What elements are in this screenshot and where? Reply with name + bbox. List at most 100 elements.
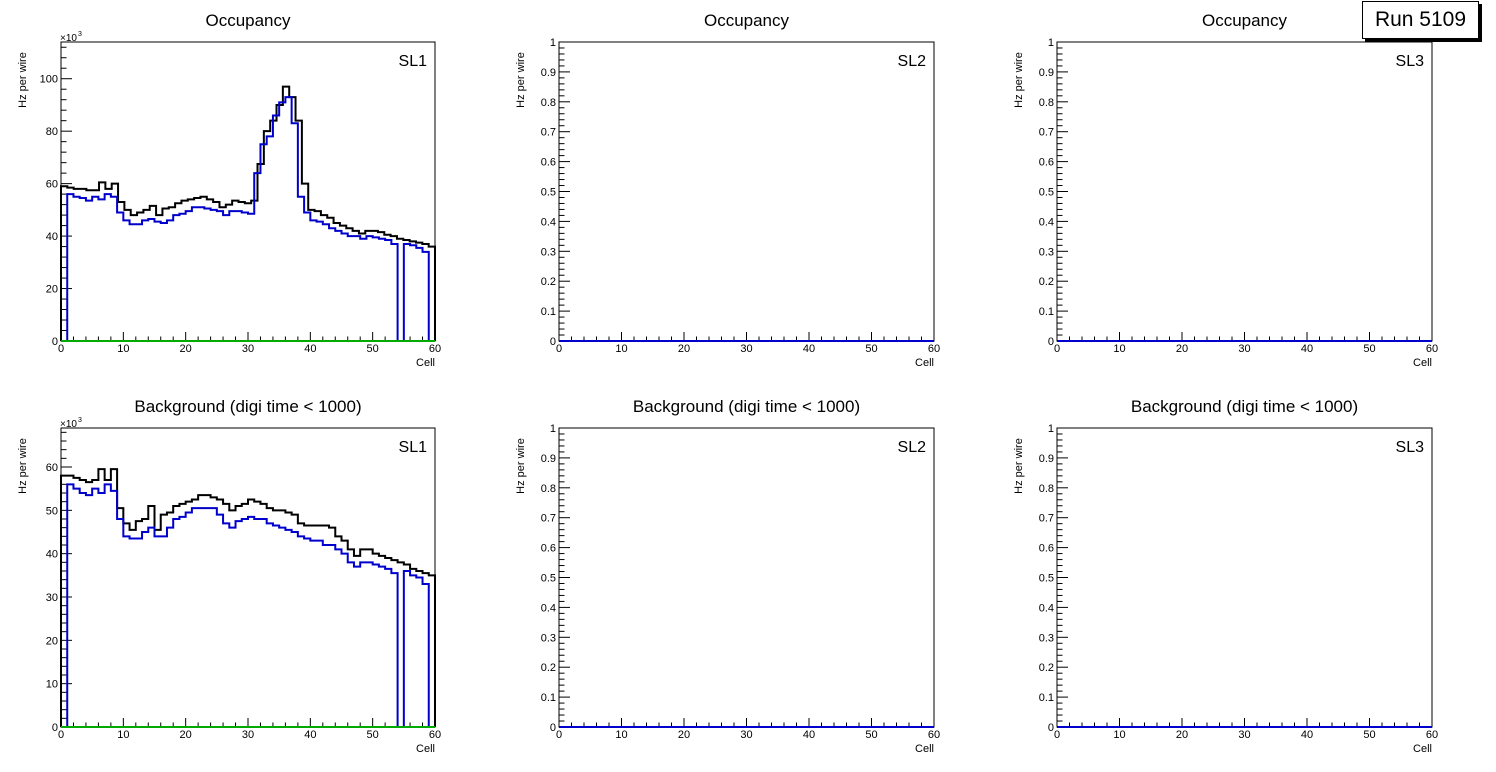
x-tick-label: 40: [304, 729, 316, 741]
y-tick-label: 0.4: [1039, 216, 1054, 228]
y-tick-label: 0.5: [1039, 187, 1054, 199]
y-tick-label: 0.2: [1039, 662, 1054, 674]
superlayer-label: SL3: [1396, 53, 1425, 70]
y-tick-label: 0.7: [1039, 513, 1054, 525]
x-tick-label: 20: [678, 343, 690, 355]
x-tick-label: 50: [865, 343, 877, 355]
y-tick-label: 0.7: [541, 513, 556, 525]
x-tick-label: 40: [304, 343, 316, 355]
y-tick-label: 0.6: [1039, 543, 1054, 555]
y-tick-label: 0.4: [1039, 602, 1054, 614]
y-tick-label: 0: [52, 722, 58, 734]
plot-title: Occupancy: [704, 11, 790, 30]
y-tick-label: 50: [46, 505, 58, 517]
y-tick-label: 0.8: [541, 483, 556, 495]
y-tick-label: 0.6: [1039, 157, 1054, 169]
plot-title: Background (digi time < 1000): [134, 397, 361, 416]
y-tick-label: 0.8: [1039, 483, 1054, 495]
x-tick-label: 60: [1426, 343, 1438, 355]
y-tick-label: 0.3: [1039, 246, 1054, 258]
x-tick-label: 30: [1238, 729, 1250, 741]
x-tick-label: 0: [58, 343, 64, 355]
y-axis-multiplier-exponent: 3: [78, 31, 82, 38]
x-tick-label: 0: [1054, 343, 1060, 355]
y-tick-label: 0.8: [541, 97, 556, 109]
y-tick-label: 80: [46, 126, 58, 138]
plot-title: Occupancy: [1202, 11, 1288, 30]
x-tick-label: 50: [1363, 729, 1375, 741]
y-tick-label: 0: [1048, 722, 1054, 734]
y-axis-multiplier-exponent: 3: [78, 417, 82, 424]
histogram-pad-6: Background (digi time < 1000)0 10 20 30 40 50…: [1013, 397, 1438, 755]
histogram-series-total: [60, 85, 436, 341]
y-tick-label: 0.5: [541, 187, 556, 199]
y-tick-label: 0.3: [541, 632, 556, 644]
y-axis-label: Hz per wire: [17, 438, 29, 494]
superlayer-label: SL1: [399, 439, 428, 456]
y-tick-label: 1: [1048, 423, 1054, 435]
x-tick-label: 20: [1176, 729, 1188, 741]
histogram-series-chamber: [61, 96, 435, 342]
y-tick-label: 0.9: [541, 67, 556, 79]
x-tick-label: 50: [367, 343, 379, 355]
x-axis-label: Cell: [915, 357, 934, 369]
x-tick-label: 60: [1426, 729, 1438, 741]
y-tick-label: 0.6: [541, 157, 556, 169]
x-axis-label: Cell: [1413, 743, 1432, 755]
y-tick-label: 0.2: [1039, 276, 1054, 288]
plot-frame: [1056, 41, 1433, 342]
y-axis-label: Hz per wire: [1013, 438, 1025, 494]
y-axis-label: Hz per wire: [17, 52, 29, 108]
x-tick-label: 0: [58, 729, 64, 741]
plot-title: Background (digi time < 1000): [633, 397, 860, 416]
y-tick-label: 0.5: [541, 573, 556, 585]
x-tick-label: 10: [615, 729, 627, 741]
x-tick-label: 0: [1054, 729, 1060, 741]
histogram-pad-3: Occupancy 0 10 20 30 40 50 60 Cell 0 0.1 0.2 0.3 0.4 0…: [1013, 11, 1438, 369]
run-number-label: Run 5109: [1362, 1, 1479, 39]
y-tick-label: 20: [46, 635, 58, 647]
x-tick-label: 20: [678, 729, 690, 741]
y-axis-label: Hz per wire: [1013, 52, 1025, 108]
x-tick-label: 40: [1301, 343, 1313, 355]
x-tick-label: 30: [242, 729, 254, 741]
x-axis-label: Cell: [416, 743, 435, 755]
y-tick-label: 1: [1048, 37, 1054, 49]
x-tick-label: 40: [803, 729, 815, 741]
y-tick-label: 0.5: [1039, 573, 1054, 585]
x-tick-label: 50: [1363, 343, 1375, 355]
x-tick-label: 60: [928, 729, 940, 741]
y-tick-label: 0.1: [541, 306, 556, 318]
y-tick-label: 1: [550, 423, 556, 435]
y-tick-label: 1: [550, 37, 556, 49]
x-tick-label: 20: [180, 343, 192, 355]
x-tick-label: 40: [803, 343, 815, 355]
x-tick-label: 10: [117, 729, 129, 741]
x-tick-label: 40: [1301, 729, 1313, 741]
y-tick-label: 10: [46, 679, 58, 691]
x-tick-label: 60: [429, 729, 441, 741]
x-tick-label: 30: [242, 343, 254, 355]
y-tick-label: 0.7: [541, 127, 556, 139]
x-axis-label: Cell: [416, 357, 435, 369]
x-tick-label: 0: [556, 729, 562, 741]
y-axis-label: Hz per wire: [515, 52, 527, 108]
x-tick-label: 50: [865, 729, 877, 741]
y-tick-label: 0: [52, 336, 58, 348]
y-tick-label: 0.3: [541, 246, 556, 258]
y-tick-label: 30: [46, 592, 58, 604]
y-tick-label: 0.3: [1039, 632, 1054, 644]
y-tick-label: 0.9: [1039, 453, 1054, 465]
x-tick-label: 60: [928, 343, 940, 355]
y-tick-label: 60: [46, 179, 58, 191]
x-tick-label: 30: [1238, 343, 1250, 355]
histogram-pad-4: Background (digi time < 1000)0 10 20 30 40 50…: [17, 397, 441, 755]
y-tick-label: 0.2: [541, 276, 556, 288]
y-tick-label: 60: [46, 462, 58, 474]
y-tick-label: 0: [1048, 336, 1054, 348]
y-tick-label: 0.4: [541, 216, 556, 228]
x-tick-label: 10: [117, 343, 129, 355]
histogram-pad-5: Background (digi time < 1000)0 10 20 30 40 50…: [515, 397, 940, 755]
x-tick-label: 20: [180, 729, 192, 741]
